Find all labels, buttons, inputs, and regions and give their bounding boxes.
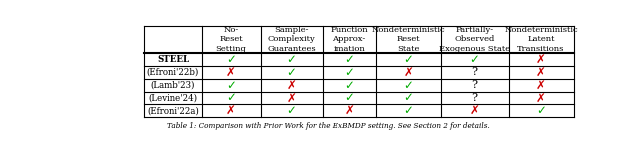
Text: (Efroni'22b): (Efroni'22b) xyxy=(147,68,199,77)
Text: ✗: ✗ xyxy=(287,79,296,92)
Text: Nondeterministic
Latent
Transitions: Nondeterministic Latent Transitions xyxy=(504,26,578,52)
Text: ✓: ✓ xyxy=(470,53,479,66)
Text: ✓: ✓ xyxy=(403,104,413,117)
Text: ✓: ✓ xyxy=(287,53,296,66)
Text: ✗: ✗ xyxy=(226,104,236,117)
Text: ?: ? xyxy=(472,93,477,103)
Text: ✓: ✓ xyxy=(403,53,413,66)
Text: ✗: ✗ xyxy=(403,66,413,79)
Text: ?: ? xyxy=(472,67,477,77)
Text: Partially-
Observed
Exogenous State: Partially- Observed Exogenous State xyxy=(439,26,510,52)
Text: (Lamb'23): (Lamb'23) xyxy=(151,81,195,90)
Text: (Levine'24): (Levine'24) xyxy=(148,93,198,102)
Text: ✓: ✓ xyxy=(287,66,296,79)
Text: ✗: ✗ xyxy=(536,79,546,92)
Text: Sample-
Complexity
Guarantees: Sample- Complexity Guarantees xyxy=(268,26,316,52)
Text: ✓: ✓ xyxy=(226,91,236,105)
Text: ✓: ✓ xyxy=(344,66,354,79)
Text: ✓: ✓ xyxy=(403,79,413,92)
Text: ✗: ✗ xyxy=(536,91,546,105)
Text: ✓: ✓ xyxy=(344,53,354,66)
Text: ✓: ✓ xyxy=(226,53,236,66)
Text: Nondeterministic
Reset
State: Nondeterministic Reset State xyxy=(371,26,445,52)
Text: ✗: ✗ xyxy=(226,66,236,79)
Text: STEEL: STEEL xyxy=(157,55,189,64)
Text: ✓: ✓ xyxy=(344,79,354,92)
Text: ✗: ✗ xyxy=(536,53,546,66)
Text: ✗: ✗ xyxy=(344,104,354,117)
Text: No-
Reset
Setting: No- Reset Setting xyxy=(216,26,246,52)
Text: Table 1: Comparison with Prior Work for the ExBMDP setting. See Section 2 for de: Table 1: Comparison with Prior Work for … xyxy=(166,122,490,130)
Text: Function
Approx-
imation: Function Approx- imation xyxy=(330,26,368,52)
Text: ✓: ✓ xyxy=(287,104,296,117)
Text: (Efroni'22a): (Efroni'22a) xyxy=(147,106,199,115)
Text: ?: ? xyxy=(472,80,477,90)
Text: ✓: ✓ xyxy=(344,91,354,105)
Text: ✗: ✗ xyxy=(536,66,546,79)
Text: ✓: ✓ xyxy=(536,104,546,117)
Text: ✓: ✓ xyxy=(403,91,413,105)
Text: ✗: ✗ xyxy=(470,104,479,117)
Text: ✗: ✗ xyxy=(287,91,296,105)
Text: ✓: ✓ xyxy=(226,79,236,92)
